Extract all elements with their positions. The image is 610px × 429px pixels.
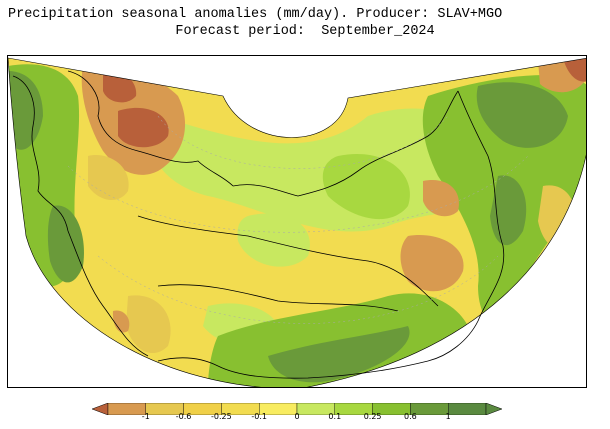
legend-tick-label: -0.1 [251, 412, 267, 421]
legend-tick-label: 1 [445, 412, 451, 421]
legend-tick-label: -0.25 [211, 412, 232, 421]
field-nw-strong-dry-1 [103, 70, 137, 103]
field-fe-dry-1 [400, 235, 464, 292]
legend-arrow-right [485, 402, 503, 416]
field-wet-patch-1 [322, 154, 410, 220]
field-east-strong-dry-top [563, 58, 586, 82]
legend-tick-label: -1 [141, 412, 150, 421]
coastlines [12, 70, 505, 379]
field-wet-patch-2 [237, 213, 310, 267]
legend-tick-label: 0 [294, 412, 300, 421]
field-europe-very-wet-2 [47, 205, 84, 283]
legend-bar [91, 402, 503, 416]
legend-swatch [107, 402, 146, 416]
legend-tick-label: 0.6 [404, 412, 417, 421]
field-east-very-wet-1 [476, 82, 568, 148]
graticule [67, 115, 529, 324]
legend-arrow-left [91, 402, 109, 416]
legend-swatch [448, 402, 487, 416]
field-fe-dry-2 [423, 180, 459, 217]
field-south-very-wet [268, 326, 410, 383]
map-frame [7, 55, 587, 388]
anomaly-field [8, 58, 586, 387]
field-sw-dry [112, 310, 130, 333]
legend-tick-label: -0.6 [175, 412, 192, 421]
legend-tick-label: 0.25 [363, 412, 382, 421]
field-nw-strong-dry-2 [118, 107, 169, 148]
field-sw-light-dry [126, 295, 171, 354]
projection-boundary [8, 57, 586, 387]
legend-tick-label: 0.1 [328, 412, 342, 421]
field-light-dry-1 [88, 155, 129, 201]
title-line-2: Forecast period: September_2024 [175, 24, 435, 39]
color-legend: -1 -0.6 -0.25 -0.1 0 0.1 0.25 0.6 1 [91, 400, 503, 426]
field-europe-very-wet-1 [8, 71, 43, 150]
anomaly-map [8, 57, 586, 387]
title-line-1: Precipitation seasonal anomalies (mm/day… [8, 7, 503, 22]
